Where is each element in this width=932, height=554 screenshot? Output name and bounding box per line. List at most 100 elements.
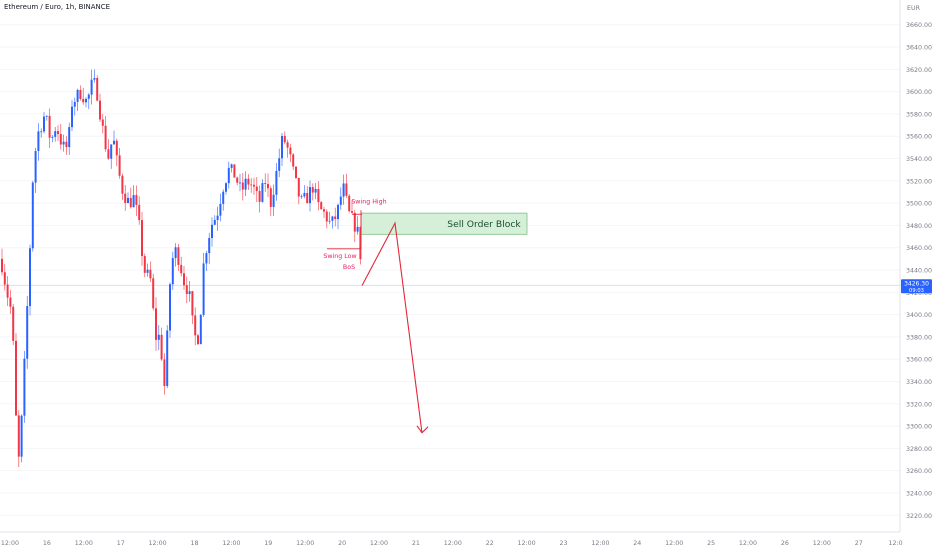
candle-body (345, 183, 348, 196)
candle-body (15, 340, 17, 416)
x-tick-label: 12:00 (591, 540, 609, 547)
x-tick-label: 12:00 (518, 540, 536, 547)
y-tick-label: 3360.00 (906, 357, 932, 364)
candle-body (101, 119, 104, 126)
candle-body (169, 284, 171, 331)
y-tick-label: 3640.00 (906, 45, 932, 52)
candle-body (258, 190, 261, 202)
y-tick-label: 3620.00 (906, 67, 932, 74)
candle-body (110, 144, 113, 159)
candle-body (283, 135, 286, 143)
candle-body (230, 164, 233, 168)
candle-body (253, 184, 255, 187)
candle-body (177, 247, 180, 265)
candle-body (113, 140, 115, 145)
candle-body (219, 203, 222, 216)
y-tick-label: 3540.00 (906, 156, 932, 163)
candle-body (45, 115, 48, 117)
candle-body (99, 100, 101, 120)
y-tick-label: 3580.00 (906, 111, 932, 118)
symbol-title: Ethereum / Euro, 1h, BINANCE (4, 3, 111, 11)
candle-body (264, 183, 267, 185)
x-tick-label: 16 (43, 540, 51, 547)
x-tick-label: 22 (486, 540, 494, 547)
x-tick-label: 27 (855, 540, 863, 547)
candle-body (281, 135, 283, 159)
chart-grid (0, 24, 900, 516)
price-tag-value: 3426.30 (904, 280, 929, 287)
candle-body (208, 238, 211, 254)
x-tick-label: 12:00 (370, 540, 388, 547)
candle-body (202, 263, 205, 315)
y-tick-label: 3520.00 (906, 178, 932, 185)
candle-body (23, 358, 26, 416)
candle-body (3, 272, 6, 285)
projection-path (361, 221, 423, 433)
candle-body (174, 247, 177, 259)
candle-body (166, 330, 169, 386)
candle-body (225, 183, 227, 192)
candle-body (359, 226, 362, 260)
candle-body (211, 224, 213, 239)
candle-body (12, 306, 15, 341)
candle-body (62, 141, 65, 145)
candle-body (337, 204, 339, 220)
x-tick-label: 26 (781, 540, 789, 547)
candle-body (90, 79, 93, 95)
y-tick-label: 3480.00 (906, 223, 932, 230)
x-tick-label: 12:00 (665, 540, 683, 547)
x-tick-label: 12:00 (75, 540, 93, 547)
candle-body (37, 131, 40, 151)
bos-label: BoS (343, 264, 355, 271)
candle-body (261, 183, 264, 202)
candle-body (149, 269, 152, 279)
x-tick-label: 12:0 (889, 540, 903, 547)
candle-body (233, 164, 236, 178)
candle-body (157, 334, 160, 340)
candle-body (115, 140, 118, 156)
x-tick-label: 17 (117, 540, 125, 547)
y-tick-label: 3300.00 (906, 424, 932, 431)
time-axis: 12:00 16 12:00 17 12:00 18 12:00 19 12:00 20 12:00… (0, 531, 903, 547)
candle-body (34, 150, 37, 183)
x-tick-label: 21 (412, 540, 420, 547)
y-tick-label: 3260.00 (906, 468, 932, 475)
candle-body (171, 258, 174, 285)
x-tick-label: 12:00 (1, 540, 19, 547)
y-tick-label: 3420.00 (906, 290, 932, 297)
candle-body (141, 220, 143, 257)
candle-body (31, 182, 34, 249)
candle-body (239, 182, 241, 184)
candle-body (188, 291, 191, 295)
candle-body (309, 187, 311, 204)
y-tick-label: 3660.00 (906, 22, 932, 29)
candle-body (26, 306, 29, 359)
candle-body (79, 89, 82, 99)
y-tick-label: 3280.00 (906, 446, 932, 453)
candle-body (54, 131, 57, 137)
candle-body (138, 204, 141, 221)
y-tick-label: 3600.00 (906, 89, 932, 96)
y-tick-label: 3340.00 (906, 379, 932, 386)
y-tick-label: 3240.00 (906, 490, 932, 497)
candle-body (269, 188, 272, 207)
candle-body (93, 78, 96, 80)
candle-body (132, 195, 135, 208)
candle-body (9, 297, 12, 307)
candle-body (191, 291, 194, 316)
candle-body (348, 195, 351, 212)
candle-body (334, 216, 337, 220)
candle-body (40, 131, 43, 133)
candle-body (351, 211, 353, 213)
candle-body (85, 98, 87, 103)
candle-body (135, 195, 138, 205)
currency-label: EUR (907, 5, 921, 12)
candle-body (297, 177, 300, 197)
candle-body (71, 106, 73, 128)
candle-body (339, 196, 342, 205)
candle-body (227, 167, 230, 184)
y-tick-label: 3320.00 (906, 401, 932, 408)
